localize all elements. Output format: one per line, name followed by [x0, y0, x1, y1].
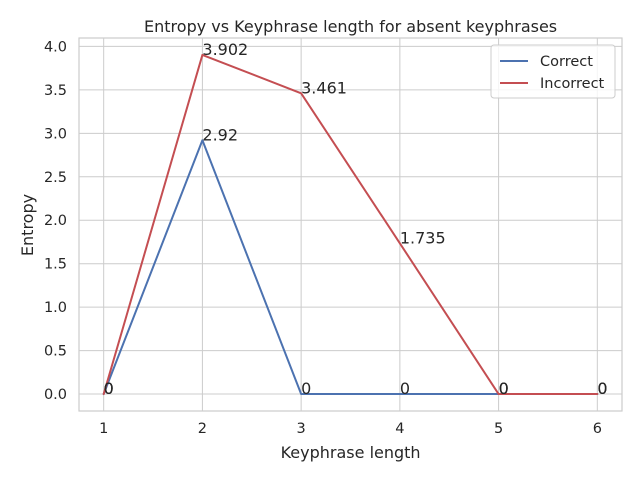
data-label-incorrect: 1.735 [400, 228, 446, 247]
legend-box [490, 44, 616, 99]
y-tick-labels: 0.0 0.5 1.0 1.5 2.0 2.5 3.0 3.5 4.0 [44, 39, 67, 403]
series-lines [102, 53, 599, 396]
x-tick-label: 3 [297, 421, 306, 437]
x-tick-labels: 1 2 3 4 5 6 [99, 421, 602, 437]
x-tick-label: 5 [494, 421, 503, 437]
data-label-incorrect: 3.461 [301, 78, 347, 97]
x-axis-label: Keyphrase length [281, 443, 421, 462]
y-tick-label: 3.5 [44, 83, 67, 99]
data-label-incorrect: 3.902 [202, 40, 248, 59]
y-tick-label: 0.0 [44, 387, 67, 403]
chart-title: Entropy vs Keyphrase length for absent k… [144, 17, 557, 36]
y-tick-label: 4.0 [44, 39, 67, 55]
data-label-correct: 0 [499, 379, 509, 398]
legend: Correct Incorrect [490, 44, 616, 99]
grid-lines [79, 38, 622, 411]
y-tick-label: 2.0 [44, 213, 67, 229]
x-tick-label: 1 [99, 421, 108, 437]
x-tick-label: 2 [198, 421, 207, 437]
y-tick-label: 0.5 [44, 344, 67, 360]
plot-frame [78, 37, 623, 412]
data-label-correct: 0 [104, 379, 114, 398]
series-line-incorrect [102, 53, 599, 396]
x-tick-label: 6 [593, 421, 602, 437]
data-label-incorrect: 0 [499, 379, 509, 398]
y-tick-label: 1.0 [44, 300, 67, 316]
data-label-incorrect: 0 [104, 379, 114, 398]
legend-label-correct: Correct [540, 54, 593, 70]
y-tick-label: 1.5 [44, 257, 67, 273]
legend-label-incorrect: Incorrect [540, 76, 605, 92]
x-tick-label: 4 [395, 421, 404, 437]
y-tick-label: 3.0 [44, 126, 67, 142]
data-label-incorrect: 0 [597, 379, 607, 398]
y-tick-label: 2.5 [44, 170, 67, 186]
data-label-correct: 2.92 [202, 125, 238, 144]
y-axis-label: Entropy [18, 194, 37, 256]
data-label-correct: 0 [301, 379, 311, 398]
data-label-correct: 0 [400, 379, 410, 398]
data-label-correct: 0 [597, 379, 607, 398]
